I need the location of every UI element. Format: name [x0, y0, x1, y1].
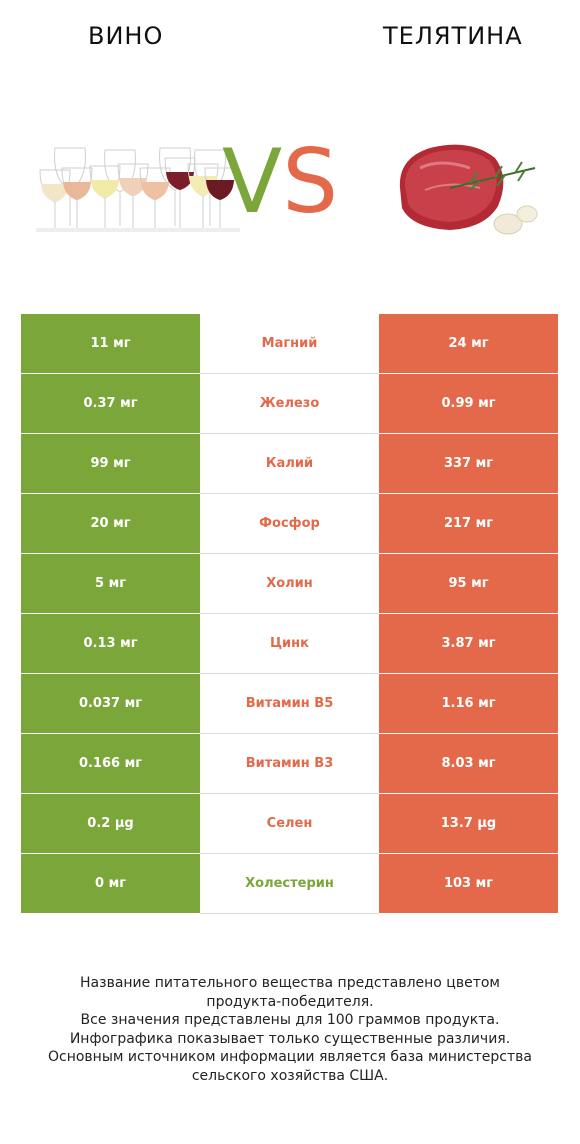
right-value: 3.87 мг — [379, 614, 558, 674]
right-value: 95 мг — [379, 554, 558, 614]
nutrient-name: Калий — [200, 434, 379, 494]
footer-notes: Название питательного вещества представл… — [20, 974, 560, 1085]
hero-illustrations — [36, 144, 538, 235]
left-value: 11 мг — [21, 314, 200, 374]
left-product-title: ВИНО — [88, 22, 164, 50]
vs-s-letter: S — [282, 130, 339, 233]
right-value: 13.7 µg — [379, 794, 558, 854]
left-value: 5 мг — [21, 554, 200, 614]
table-row: 0.037 мг Витамин B5 1.16 мг — [21, 674, 558, 734]
left-value: 0.37 мг — [21, 374, 200, 434]
comparison-table: 11 мг Магний 24 мг 0.37 мг Железо 0.99 м… — [21, 314, 558, 914]
footer-line: Инфографика показывает только существенн… — [69, 1030, 511, 1047]
right-value: 8.03 мг — [379, 734, 558, 794]
nutrient-name: Магний — [200, 314, 379, 374]
left-value: 20 мг — [21, 494, 200, 554]
wine-glasses-image — [36, 147, 240, 232]
table-row: 0.13 мг Цинк 3.87 мг — [21, 614, 558, 674]
left-value: 0.037 мг — [21, 674, 200, 734]
table-row: 0.166 мг Витамин B3 8.03 мг — [21, 734, 558, 794]
right-value: 217 мг — [379, 494, 558, 554]
nutrient-name: Железо — [200, 374, 379, 434]
right-value: 0.99 мг — [379, 374, 558, 434]
table-row: 0.37 мг Железо 0.99 мг — [21, 374, 558, 434]
nutrient-name: Фосфор — [200, 494, 379, 554]
left-value: 0 мг — [21, 854, 200, 914]
nutrient-name: Холестерин — [200, 854, 379, 914]
footer-line: Основным источником информации является … — [48, 1049, 532, 1065]
footer-line: Название питательного вещества представл… — [80, 975, 500, 991]
footer-line: продукта-победителя. — [206, 993, 374, 1010]
table-row: 5 мг Холин 95 мг — [21, 554, 558, 614]
left-value: 0.13 мг — [21, 614, 200, 674]
table-row: 11 мг Магний 24 мг — [21, 314, 558, 374]
left-value: 0.166 мг — [21, 734, 200, 794]
left-value: 99 мг — [21, 434, 200, 494]
vs-v-letter: V — [222, 130, 283, 233]
left-value: 0.2 µg — [21, 794, 200, 854]
right-value: 24 мг — [379, 314, 558, 374]
table-row: 20 мг Фосфор 217 мг — [21, 494, 558, 554]
nutrient-name: Витамин B5 — [200, 674, 379, 734]
table-row: 99 мг Калий 337 мг — [21, 434, 558, 494]
right-value: 103 мг — [379, 854, 558, 914]
right-product-title: ТЕЛЯТИНА — [383, 22, 523, 50]
nutrient-name: Цинк — [200, 614, 379, 674]
footer-line: сельского хозяйства США. — [191, 1067, 389, 1084]
right-value: 1.16 мг — [379, 674, 558, 734]
table-row: 0 мг Холестерин 103 мг — [21, 854, 558, 914]
vs-label: VS — [222, 132, 338, 232]
footer-line: Все значения представлены для 100 граммо… — [80, 1012, 500, 1028]
nutrient-name: Витамин B3 — [200, 734, 379, 794]
right-value: 337 мг — [379, 434, 558, 494]
nutrient-name: Селен — [200, 794, 379, 854]
table-row: 0.2 µg Селен 13.7 µg — [21, 794, 558, 854]
nutrient-name: Холин — [200, 554, 379, 614]
meat-image — [399, 144, 538, 235]
